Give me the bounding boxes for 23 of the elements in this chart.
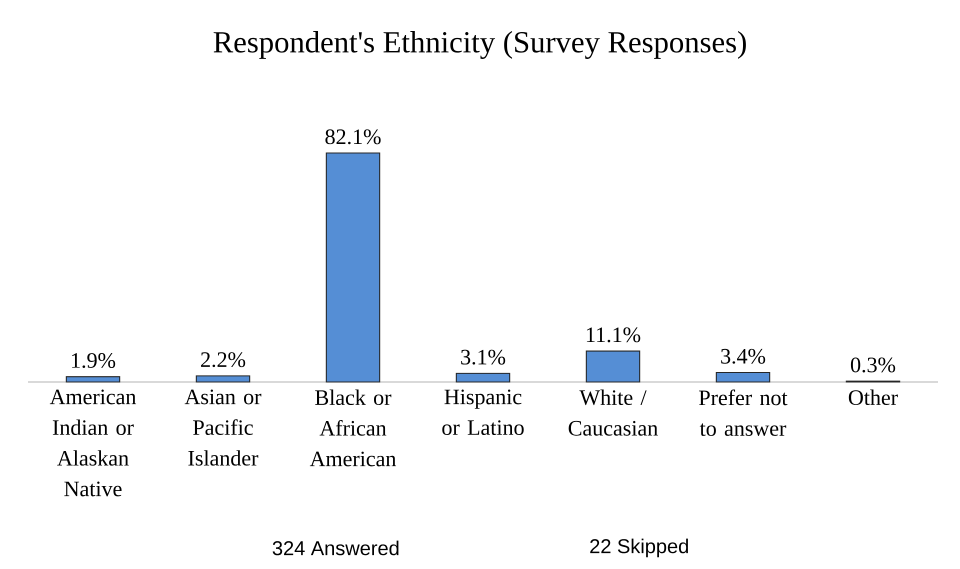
text: 22 Skipped <box>590 538 688 558</box>
bar <box>716 372 770 383</box>
text: 324 Answered <box>272 540 398 556</box>
data-label: 3.4% <box>721 348 766 364</box>
data-label: 2.2% <box>201 352 246 368</box>
x-tick-label: Prefer not to answer <box>699 390 788 436</box>
x-tick-label: Other <box>848 390 898 406</box>
x-tick-label: Black or African American <box>310 390 396 466</box>
bar <box>326 152 380 383</box>
bar <box>456 372 510 383</box>
bar <box>586 350 640 383</box>
data-label: 0.3% <box>850 358 896 372</box>
x-tick-label: Asian or Pacific Islander <box>184 390 262 466</box>
x-tick-label: Hispanic or Latino <box>442 390 524 435</box>
data-label: 1.9% <box>72 353 116 368</box>
bar <box>66 376 120 383</box>
data-label: 82.1% <box>325 129 381 144</box>
chart-title: Respondent's Ethnicity (Survey Responses) <box>214 31 746 59</box>
x-tick-label: American Indian or Alaskan Native <box>50 390 136 496</box>
data-label: 11.1% <box>586 327 640 342</box>
bar <box>196 375 250 383</box>
data-label: 3.1% <box>461 350 506 365</box>
x-tick-label: White / Caucasian <box>568 390 658 436</box>
